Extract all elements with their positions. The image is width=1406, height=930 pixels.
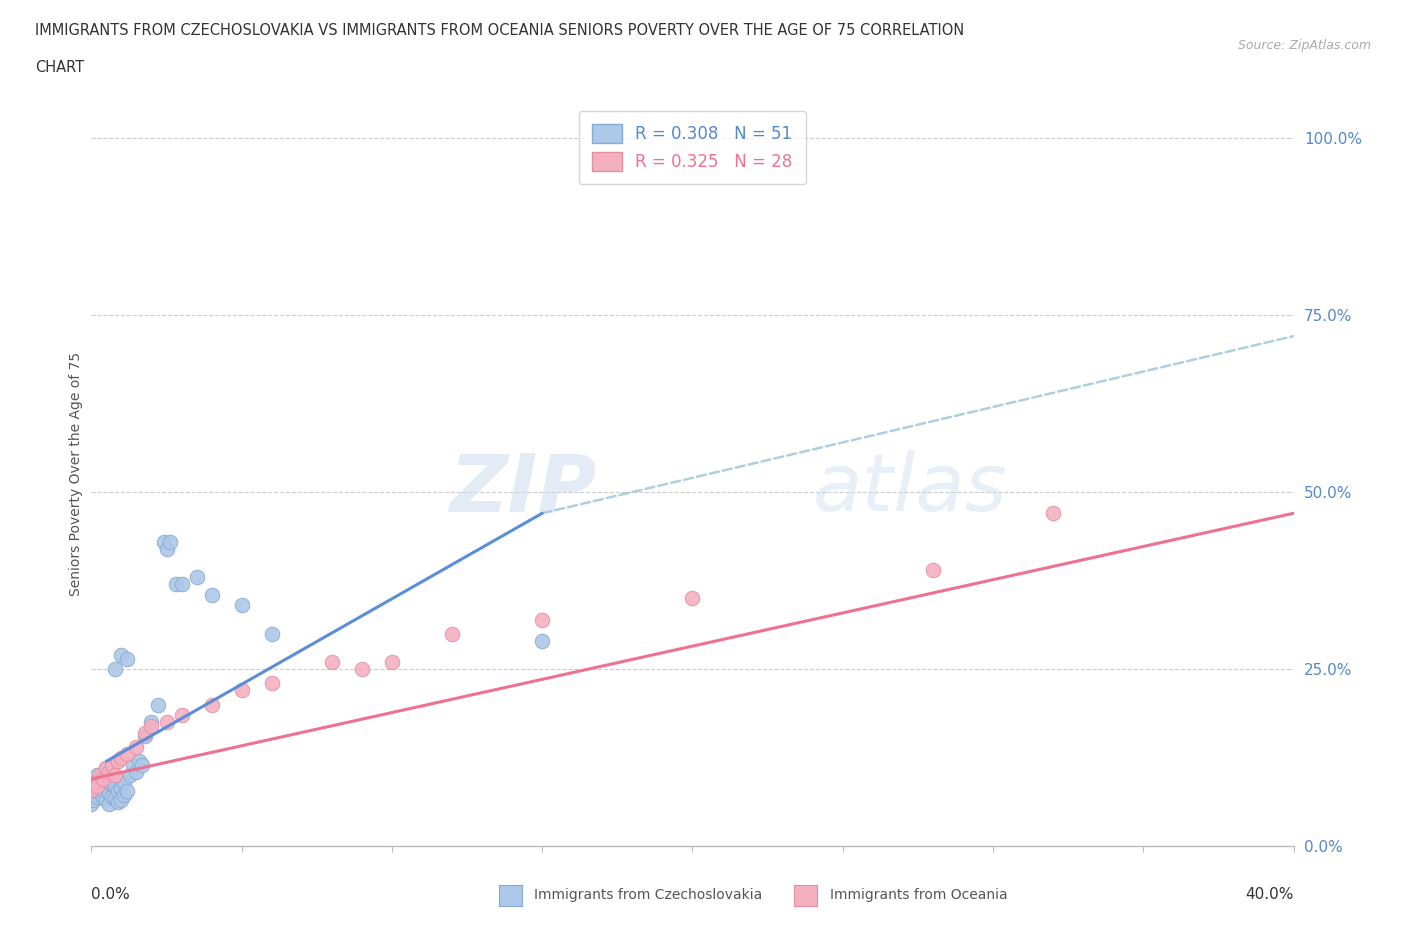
Point [93, 790, 115, 804]
Point [110, 792, 132, 807]
Point [98, 775, 121, 790]
Point [89, 772, 111, 787]
Point [260, 626, 283, 641]
Point [96, 778, 118, 793]
Point [117, 747, 139, 762]
Point [89, 786, 111, 801]
Point [131, 757, 153, 772]
Point [146, 698, 169, 712]
Point [350, 662, 373, 677]
Point [98, 764, 121, 779]
Point [98, 786, 121, 801]
Point [155, 541, 177, 556]
Point [86, 775, 108, 790]
Point [98, 796, 121, 811]
Point [107, 795, 129, 810]
Point [321, 655, 343, 670]
Point [125, 764, 148, 779]
Point [93, 768, 115, 783]
Point [120, 768, 142, 783]
Point [110, 781, 132, 796]
Point [83, 775, 105, 790]
Text: Source: ZipAtlas.com: Source: ZipAtlas.com [1237, 39, 1371, 52]
Text: atlas: atlas [813, 450, 1008, 528]
Point [110, 751, 132, 765]
Point [122, 757, 145, 772]
Legend: R = 0.308   N = 51, R = 0.325   N = 28: R = 0.308 N = 51, R = 0.325 N = 28 [579, 111, 806, 184]
Point [141, 715, 163, 730]
Point [101, 764, 124, 779]
Y-axis label: Seniors Poverty Over the Age of 75: Seniors Poverty Over the Age of 75 [69, 352, 83, 596]
Point [101, 790, 124, 804]
Point [231, 598, 253, 613]
Text: CHART: CHART [35, 60, 84, 75]
Point [155, 715, 177, 730]
Point [231, 683, 253, 698]
Point [107, 754, 129, 769]
Point [83, 792, 105, 807]
Point [104, 790, 127, 805]
Point [96, 761, 118, 776]
Point [104, 778, 127, 793]
Point [128, 754, 150, 769]
Text: 40.0%: 40.0% [1246, 887, 1294, 902]
Point [531, 612, 554, 627]
Point [165, 577, 187, 591]
Point [96, 761, 118, 776]
Point [922, 563, 945, 578]
Text: Immigrants from Oceania: Immigrants from Oceania [830, 887, 1007, 902]
Point [159, 534, 181, 549]
Point [80, 796, 103, 811]
Point [107, 784, 129, 799]
Point [101, 777, 124, 791]
Point [86, 768, 108, 783]
Text: 0.0%: 0.0% [91, 887, 131, 902]
Point [117, 784, 139, 799]
Point [93, 772, 115, 787]
Point [681, 591, 703, 605]
Point [117, 651, 139, 666]
Point [260, 676, 283, 691]
Point [141, 718, 163, 733]
Point [381, 655, 404, 670]
Point [104, 662, 127, 677]
Point [531, 633, 554, 648]
Point [170, 577, 193, 591]
Point [114, 775, 136, 790]
Point [1042, 506, 1064, 521]
Point [101, 757, 124, 772]
Point [125, 739, 148, 754]
Point [152, 534, 174, 549]
Point [110, 647, 132, 662]
Point [89, 768, 111, 783]
Point [83, 782, 105, 797]
Point [104, 768, 127, 783]
Point [86, 790, 108, 804]
Point [201, 698, 224, 712]
Point [170, 708, 193, 723]
Text: Immigrants from Czechoslovakia: Immigrants from Czechoslovakia [534, 887, 762, 902]
Point [86, 778, 108, 793]
Point [93, 782, 115, 797]
Point [440, 626, 463, 641]
Point [80, 782, 103, 797]
Text: ZIP: ZIP [449, 450, 596, 528]
Point [96, 792, 118, 807]
Point [134, 725, 156, 740]
Point [114, 788, 136, 803]
Text: IMMIGRANTS FROM CZECHOSLOVAKIA VS IMMIGRANTS FROM OCEANIA SENIORS POVERTY OVER T: IMMIGRANTS FROM CZECHOSLOVAKIA VS IMMIGR… [35, 23, 965, 38]
Point [186, 569, 208, 584]
Point [89, 778, 111, 793]
Point [201, 588, 224, 603]
Point [134, 729, 156, 744]
